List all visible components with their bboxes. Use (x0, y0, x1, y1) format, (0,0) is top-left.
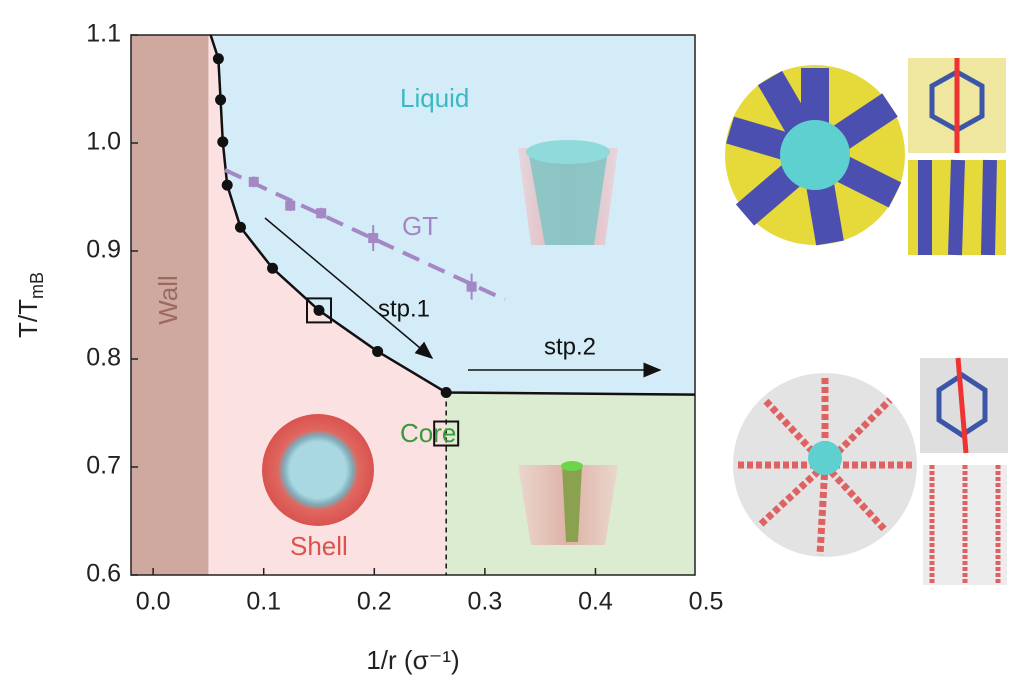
y-tick-label: 0.7 (86, 452, 121, 480)
shell-inset (262, 414, 374, 526)
disc-top-core (780, 120, 850, 190)
gt-point (466, 281, 477, 292)
phase-boundary-point (313, 304, 325, 316)
open-square (306, 297, 332, 324)
insets (262, 140, 618, 545)
x-tick-label: 0.3 (467, 588, 502, 616)
step2-label: stp.2 (544, 333, 596, 360)
open-square (433, 420, 460, 447)
phase-boundary-point (212, 53, 224, 65)
x-axis-label: 1/r (σ⁻¹) (366, 645, 459, 675)
wall-label: Wall (153, 275, 183, 325)
step1-arrow (264, 217, 434, 359)
plot-frame (130, 34, 696, 576)
y-tick-label: 1.1 (86, 20, 121, 48)
liquid-label: Liquid (400, 83, 469, 113)
x-tick-label: 0.0 (136, 588, 171, 616)
core-inset-core (562, 465, 582, 542)
gt-point (248, 176, 259, 187)
phase-boundary-point (267, 262, 279, 274)
x-tick-label: 0.4 (578, 588, 613, 616)
x-tick-label: 0.1 (246, 588, 281, 616)
y-tick-label: 0.8 (86, 344, 121, 372)
y-tick-label: 0.6 (86, 560, 121, 588)
bottom-red-line (955, 357, 969, 454)
liquid-inset-core (528, 150, 608, 245)
core-inset-top (561, 461, 583, 471)
x-tick-label: 0.2 (357, 588, 392, 616)
shell-label: Shell (290, 531, 348, 561)
phase-boundary-point (440, 386, 452, 398)
plot: 0.0 0.1 0.2 0.3 0.4 0.5 0.6 0.7 0.8 0.9 1.0 1.1 (86, 20, 723, 616)
phase-boundary-point (217, 136, 229, 148)
bottom-side-stripes (929, 465, 1001, 585)
gt-point (316, 208, 327, 219)
disc-bottom-core (808, 441, 842, 475)
phase-boundary-point (215, 94, 227, 106)
y-tick-label: 1.0 (86, 128, 121, 156)
gt-point (368, 233, 379, 244)
y-axis-label-main: T/T (13, 299, 43, 338)
y-tick-label: 0.9 (86, 236, 121, 264)
x-tick-label: 0.5 (689, 588, 724, 616)
gt-fit (224, 168, 506, 302)
wall-region (131, 35, 209, 575)
top-side-stripes (918, 159, 997, 256)
gt-point (285, 200, 296, 211)
core-label: Core (400, 418, 456, 448)
phase-boundary-point (221, 179, 233, 191)
y-axis-label: T/TmB (13, 272, 47, 338)
liquid-inset-top (526, 140, 610, 164)
y-axis-label-sub: mB (27, 272, 47, 299)
step1-label: stp.1 (378, 295, 430, 322)
gt-label: GT (402, 211, 438, 241)
phase-boundary-point (234, 221, 246, 233)
phase-boundary-point (372, 345, 384, 357)
right-images (725, 58, 1008, 585)
